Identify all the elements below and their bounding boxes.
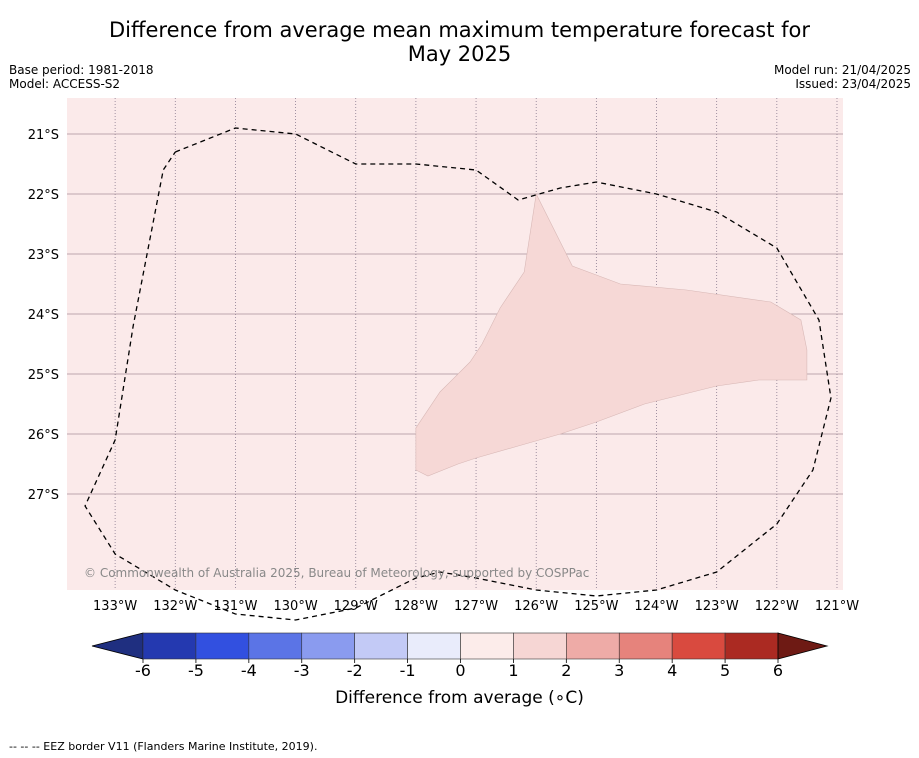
colorbar-segment — [618, 632, 673, 660]
colorbar-extend-high — [777, 632, 829, 660]
lon-tick-label: 122°W — [755, 599, 799, 614]
colorbar-tick-label: -6 — [135, 661, 151, 680]
colorbar-segment — [354, 632, 408, 660]
colorbar-segment — [724, 632, 779, 660]
lon-tick-label: 127°W — [454, 599, 498, 614]
anomaly-region — [415, 193, 808, 477]
colorbar-segment — [142, 632, 197, 660]
lon-tick-label: 123°W — [695, 599, 739, 614]
lat-tick-label: 23°S — [28, 248, 59, 263]
colorbar-tick-label: 5 — [720, 661, 730, 680]
colorbar-segment — [513, 632, 567, 660]
colorbar-segment — [460, 632, 514, 660]
colorbar-tick-label: 6 — [773, 661, 783, 680]
colorbar-tick-label: -3 — [294, 661, 310, 680]
colorbar-segment — [301, 632, 355, 660]
lon-tick-label: 132°W — [153, 599, 197, 614]
lon-tick-label: 133°W — [93, 599, 137, 614]
colorbar: -6 -5 -4 -3 -2 -1 0 1 2 3 4 5 6 — [91, 632, 829, 680]
colorbar-tick-label: -4 — [241, 661, 257, 680]
title-line-1: Difference from average mean maximum tem… — [109, 18, 810, 42]
colorbar-tick-label: -1 — [400, 661, 416, 680]
colorbar-segment — [195, 632, 250, 660]
meta-right: Model run: 21/04/2025 Issued: 23/04/2025 — [774, 63, 911, 91]
colorbar-tick-label: 2 — [561, 661, 571, 680]
eez-border — [84, 127, 832, 621]
colorbar-tick-label: 1 — [508, 661, 518, 680]
lon-tick-label: 130°W — [274, 599, 318, 614]
colorbar-label: Difference from average (∘C) — [335, 688, 584, 708]
lat-tick-label: 27°S — [28, 488, 59, 503]
meta-left: Base period: 1981-2018 Model: ACCESS-S2 — [9, 63, 154, 91]
colorbar-tick-label: -5 — [188, 661, 204, 680]
lon-tick-label: 129°W — [334, 599, 378, 614]
model-name: Model: ACCESS-S2 — [9, 77, 121, 91]
model-run: Model run: 21/04/2025 — [773, 63, 911, 77]
lat-tick-label: 24°S — [28, 308, 59, 323]
colorbar-tick-label: 0 — [455, 661, 465, 680]
lon-tick-label: 125°W — [574, 599, 618, 614]
footer-note: -- -- -- EEZ border V11 (Flanders Marine… — [9, 740, 318, 753]
lon-tick-label: 124°W — [634, 599, 678, 614]
lat-tick-label: 21°S — [28, 128, 59, 143]
colorbar-extend-low — [91, 632, 144, 660]
colorbar-segment — [671, 632, 726, 660]
colorbar-tick-label: -2 — [347, 661, 363, 680]
map-title: Difference from average mean maximum tem… — [0, 18, 919, 66]
lon-tick-label: 121°W — [815, 599, 859, 614]
issued-date: Issued: 23/04/2025 — [795, 77, 911, 91]
copyright-text: © Commonwealth of Australia 2025, Bureau… — [84, 566, 589, 580]
tick-labels: 133°W 132°W 131°W 130°W 129°W 128°W 127°W 126°W… — [28, 128, 860, 614]
colorbar-segment — [566, 632, 620, 660]
lon-tick-label: 131°W — [213, 599, 257, 614]
colorbar-tick-label: 4 — [667, 661, 677, 680]
lat-tick-label: 25°S — [28, 368, 59, 383]
map-figure: © Commonwealth of Australia 2025, Bureau… — [28, 98, 860, 680]
base-period: Base period: 1981-2018 — [9, 63, 154, 77]
title-line-2: May 2025 — [407, 42, 512, 66]
colorbar-segment — [248, 632, 303, 660]
colorbar-segment — [407, 632, 461, 660]
colorbar-tick-label: 3 — [614, 661, 624, 680]
lon-tick-label: 126°W — [514, 599, 558, 614]
lon-tick-label: 128°W — [394, 599, 438, 614]
lat-tick-label: 22°S — [28, 188, 59, 203]
lat-tick-label: 26°S — [28, 428, 59, 443]
